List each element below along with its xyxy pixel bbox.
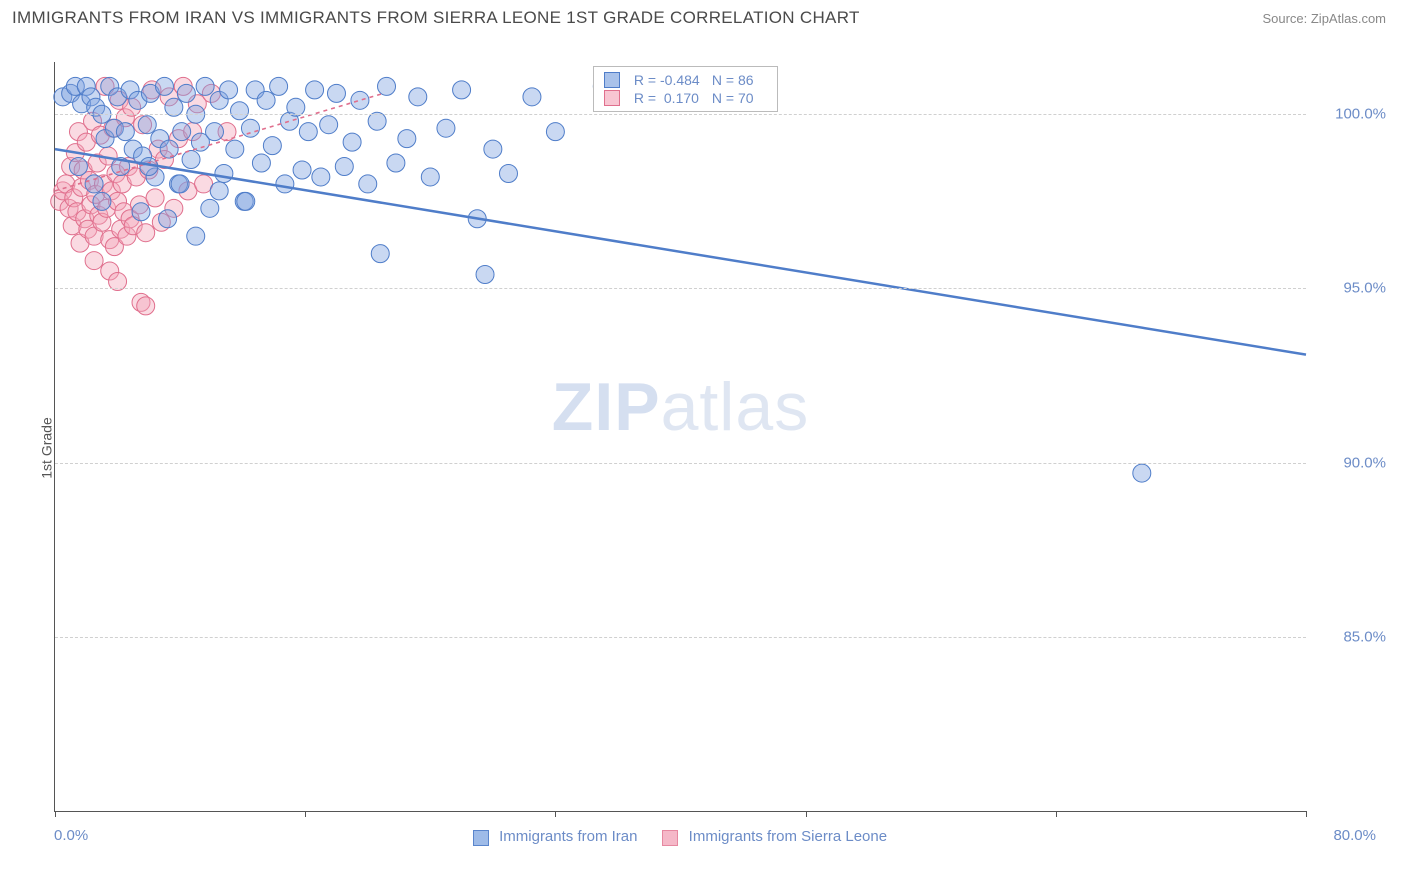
data-point: [159, 210, 177, 228]
data-point: [437, 119, 455, 137]
chart-container: 1st Grade ZIPatlas R = -0.484 N = 86 R =…: [24, 44, 1396, 852]
data-point: [453, 81, 471, 99]
data-point: [85, 175, 103, 193]
data-point: [270, 77, 288, 95]
data-point: [523, 88, 541, 106]
data-point: [173, 123, 191, 141]
data-point: [359, 175, 377, 193]
r-value-sierra: 0.170: [664, 90, 699, 106]
data-point: [69, 158, 87, 176]
data-point: [546, 123, 564, 141]
data-point: [201, 199, 219, 217]
legend-item-sierra: Immigrants from Sierra Leone: [662, 828, 887, 845]
r-label: R = -0.484: [634, 72, 704, 88]
r-value-iran: -0.484: [660, 72, 700, 88]
data-point: [387, 154, 405, 172]
y-tick-label: 100.0%: [1316, 106, 1386, 123]
data-point: [196, 77, 214, 95]
data-point: [160, 140, 178, 158]
data-point: [146, 189, 164, 207]
data-point: [398, 130, 416, 148]
data-point: [206, 123, 224, 141]
data-point: [320, 116, 338, 134]
data-point: [499, 164, 517, 182]
swatch-sierra: [604, 90, 620, 106]
data-point: [263, 137, 281, 155]
data-point: [327, 84, 345, 102]
data-point: [231, 102, 249, 120]
y-tick-label: 95.0%: [1316, 280, 1386, 297]
data-point: [476, 266, 494, 284]
source-label: Source: ZipAtlas.com: [1262, 11, 1386, 26]
data-point: [335, 158, 353, 176]
y-axis-label: 1st Grade: [39, 417, 55, 478]
data-point: [138, 116, 156, 134]
n-label: N = 86: [712, 72, 767, 88]
data-point: [237, 192, 255, 210]
data-point: [182, 151, 200, 169]
data-point: [210, 182, 228, 200]
plot-area: ZIPatlas R = -0.484 N = 86 R = 0.170 N =…: [54, 62, 1306, 812]
data-point: [293, 161, 311, 179]
stats-row-iran: R = -0.484 N = 86: [604, 71, 767, 89]
data-point: [85, 252, 103, 270]
data-point: [299, 123, 317, 141]
data-point: [371, 245, 389, 263]
data-point: [378, 77, 396, 95]
data-point: [306, 81, 324, 99]
y-tick-label: 85.0%: [1316, 628, 1386, 645]
data-point: [215, 164, 233, 182]
data-point: [220, 81, 238, 99]
data-point: [116, 123, 134, 141]
data-point: [187, 227, 205, 245]
y-tick-label: 90.0%: [1316, 454, 1386, 471]
stats-row-sierra: R = 0.170 N = 70: [604, 89, 767, 107]
data-point: [137, 224, 155, 242]
n-value-sierra: 70: [738, 90, 754, 106]
legend-label-iran: Immigrants from Iran: [499, 828, 637, 845]
n-label: N = 70: [712, 90, 767, 106]
data-point: [409, 88, 427, 106]
r-label: R = 0.170: [634, 90, 704, 106]
stats-legend: R = -0.484 N = 86 R = 0.170 N = 70: [593, 66, 778, 112]
data-point: [241, 119, 259, 137]
legend-swatch-sierra: [662, 830, 678, 846]
data-point: [155, 77, 173, 95]
swatch-iran: [604, 72, 620, 88]
data-point: [177, 84, 195, 102]
scatter-svg: [55, 62, 1306, 811]
page-title: IMMIGRANTS FROM IRAN VS IMMIGRANTS FROM …: [12, 8, 860, 28]
data-point: [343, 133, 361, 151]
data-point: [252, 154, 270, 172]
data-point: [257, 91, 275, 109]
legend-swatch-iran: [473, 830, 489, 846]
data-point: [312, 168, 330, 186]
data-point: [132, 203, 150, 221]
data-point: [421, 168, 439, 186]
data-point: [276, 175, 294, 193]
data-point: [171, 175, 189, 193]
data-point: [137, 297, 155, 315]
legend-label-sierra: Immigrants from Sierra Leone: [689, 828, 887, 845]
data-point: [484, 140, 502, 158]
data-point: [226, 140, 244, 158]
data-point: [93, 192, 111, 210]
bottom-legend: Immigrants from Iran Immigrants from Sie…: [54, 822, 1306, 852]
n-value-iran: 86: [738, 72, 754, 88]
trend-line: [55, 149, 1306, 355]
x-axis-max-label: 80.0%: [1333, 827, 1376, 844]
legend-item-iran: Immigrants from Iran: [473, 828, 638, 845]
data-point: [1133, 464, 1151, 482]
